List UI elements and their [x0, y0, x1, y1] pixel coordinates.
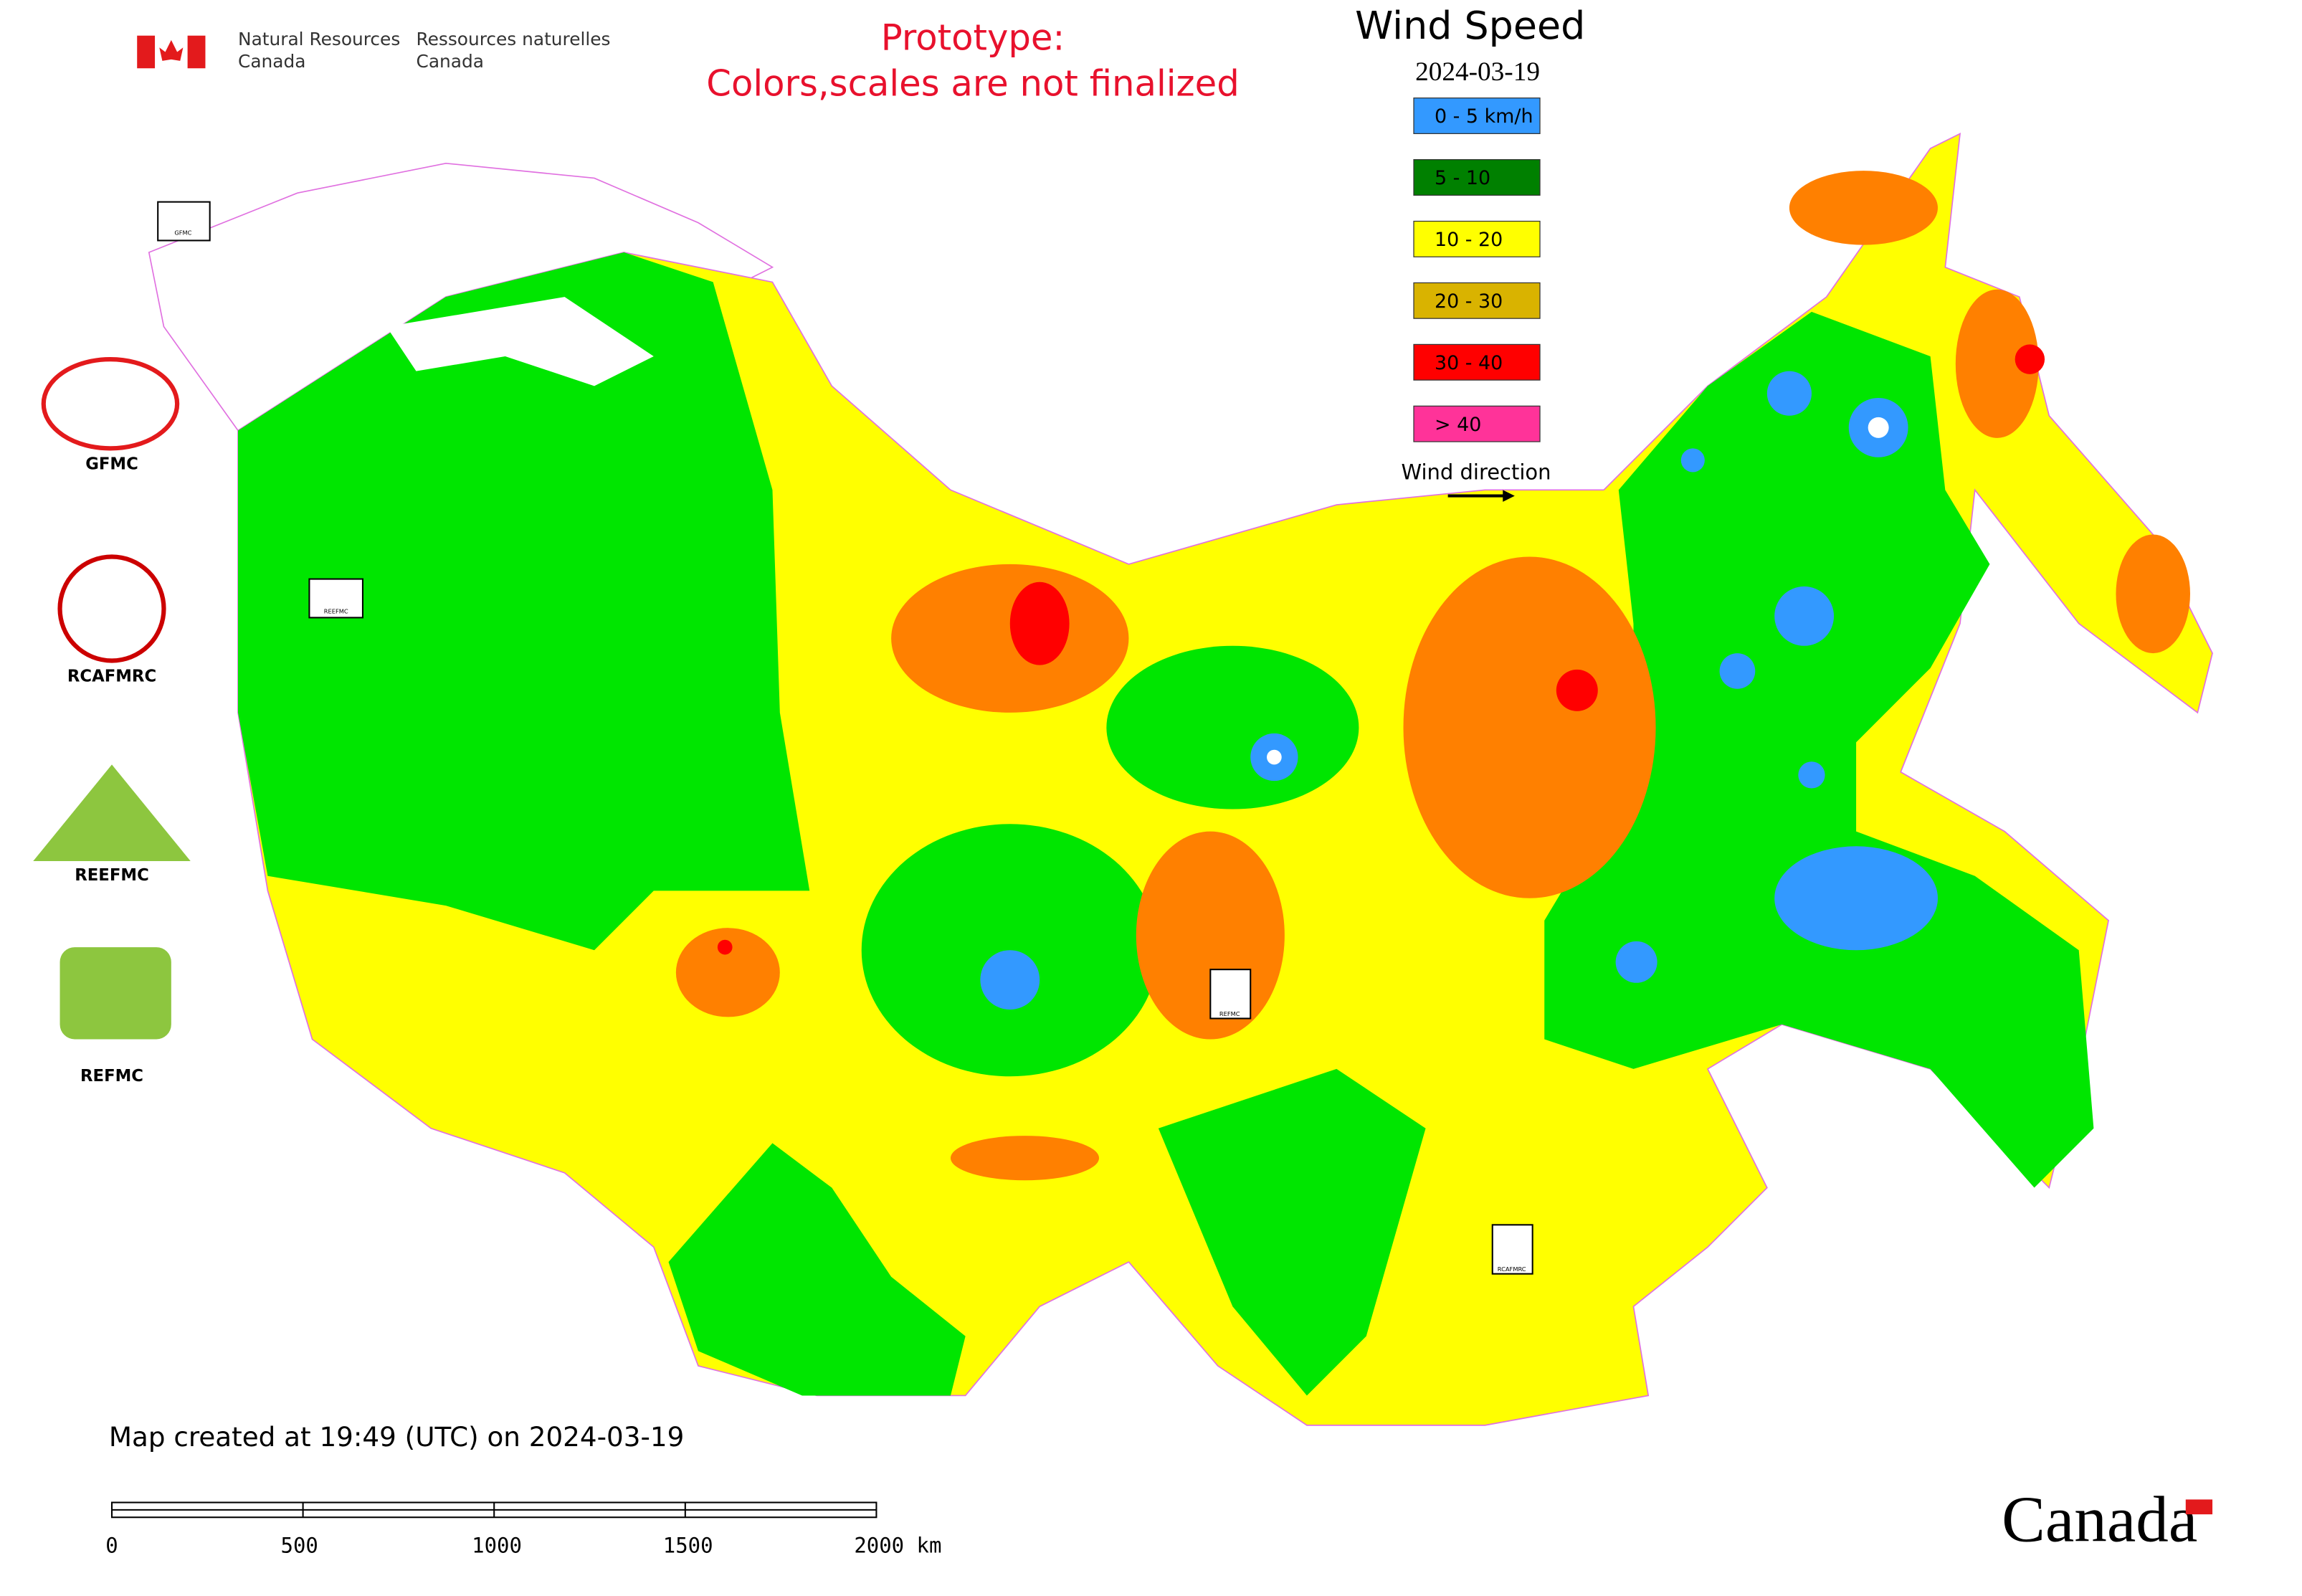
marker-box: [308, 578, 363, 619]
flag-band: [137, 35, 156, 69]
zone-red: [717, 344, 2045, 955]
zone-blue: [980, 371, 1938, 1010]
legend-label: > 40: [1435, 414, 1481, 436]
scale-label: 0: [105, 1534, 118, 1558]
department-fr: Ressources naturelles: [417, 29, 611, 49]
logos: GFMC RCAFMRC REEFMC REFMC GFMC REEFMC REFMC RCA…: [33, 201, 1533, 1275]
logo-label: GFMC: [85, 455, 138, 474]
marker-label: REFMC: [1219, 1010, 1240, 1017]
legend-label: 10 - 20: [1435, 229, 1503, 251]
created-note: Map created at 19:49 (UTC) on 2024-03-19: [109, 1421, 684, 1453]
marker-label: GFMC: [174, 229, 191, 237]
scale-label: 1500: [663, 1534, 713, 1558]
zone-green: [238, 252, 2094, 1396]
footer: Map created at 19:49 (UTC) on 2024-03-19…: [105, 1421, 2213, 1558]
logo-label: RCAFMRC: [67, 668, 156, 686]
header: Natural Resources Canada Ressources natu…: [137, 16, 1240, 105]
marker-box: [157, 201, 211, 242]
legend-swatch: [1413, 405, 1541, 442]
legend-label: 20 - 30: [1435, 290, 1503, 313]
wordmark-flag: [2185, 1499, 2213, 1515]
department-fr: Canada: [417, 51, 484, 72]
legend-date: 2024-03-19: [1415, 57, 1540, 87]
marker-box: [1209, 969, 1252, 1020]
legend-swatch: [1413, 343, 1541, 381]
zone-orange: [675, 171, 2190, 1181]
logo-label: REEFMC: [75, 866, 149, 885]
legend: Wind Speed 2024-03-19 Wind direction 0 -…: [1355, 3, 1585, 502]
legend-title: Wind Speed: [1355, 3, 1585, 48]
scale-label: 1000: [472, 1534, 522, 1558]
department-en: Canada: [238, 51, 305, 72]
flag-band: [187, 35, 206, 69]
legend-swatch: [1413, 220, 1541, 257]
wind-direction-label: Wind direction: [1401, 460, 1551, 485]
maple-leaf: [159, 39, 184, 61]
logo-rcafmrc: [57, 554, 166, 663]
legend-swatch: [1413, 282, 1541, 319]
logo-reefmc: [33, 764, 191, 862]
scale-label: 2000 km: [854, 1534, 941, 1558]
marker-box: [1491, 1224, 1533, 1275]
legend-swatch: [1413, 98, 1541, 134]
prototype-notice: Prototype:: [881, 16, 1065, 58]
department-en: Natural Resources: [238, 29, 400, 49]
wind-arrow-head: [1503, 490, 1515, 502]
legend-label: 0 - 5 km/h: [1435, 105, 1533, 128]
logo-refmc: [60, 947, 171, 1040]
marker-label: RCAFMRC: [1498, 1265, 1526, 1273]
logo-gfmc: [41, 357, 180, 451]
wind-map: [148, 132, 2213, 1426]
legend-label: 5 - 10: [1435, 167, 1490, 189]
legend-label: 30 - 40: [1435, 352, 1503, 374]
prototype-notice: Colors,scales are not finalized: [706, 63, 1239, 105]
legend-swatch: [1413, 158, 1541, 196]
logo-label: REFMC: [80, 1067, 143, 1086]
lakes: [386, 297, 1889, 765]
scale-label: 500: [281, 1534, 318, 1558]
marker-label: REEFMC: [324, 608, 348, 615]
canada-wordmark: Canada: [2002, 1483, 2197, 1556]
